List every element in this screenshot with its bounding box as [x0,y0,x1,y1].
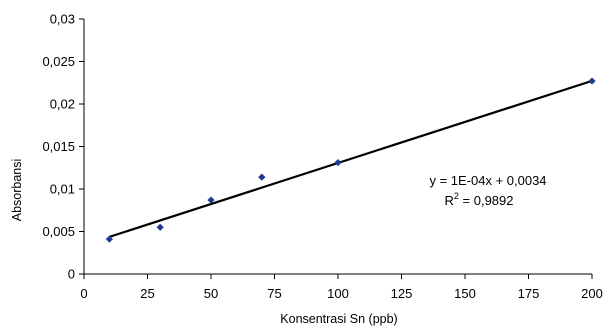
x-tick-label: 75 [267,286,281,301]
y-tick-label: 0,015 [42,139,75,154]
x-tick-label: 100 [327,286,349,301]
data-point [588,77,596,85]
x-tick-label: 0 [80,286,87,301]
axes [83,19,592,275]
x-tick-label: 125 [391,286,413,301]
x-tick-label: 25 [140,286,154,301]
data-point [334,159,342,167]
r-squared-superscript: 2 [454,191,459,201]
y-tick-label: 0,01 [50,182,75,197]
data-points [105,77,596,243]
x-axis-title: Konsentrasi Sn (ppb) [280,312,397,326]
y-tick-label: 0,005 [42,224,75,239]
trendline [109,79,593,238]
y-tick-label: 0,025 [42,54,75,69]
r-squared-value: = 0,9892 [459,193,514,208]
r-squared-label: R2 = 0,9892 [445,191,514,208]
data-point [207,196,215,204]
data-point [105,235,113,243]
y-axis-ticks: 0 0,005 0,01 0,015 0,02 0,025 0,03 [42,12,84,282]
data-point [156,223,164,231]
regression-equation: y = 1E-04x + 0,0034 [429,173,546,188]
trendline-group [109,79,593,238]
x-tick-label: 200 [581,286,603,301]
x-tick-label: 150 [454,286,476,301]
data-point [258,173,266,181]
r-squared-letter: R [445,193,454,208]
x-axis-ticks: 0 25 50 75 100 125 150 175 200 [80,274,603,301]
y-axis-title: Absorbansi [10,159,24,222]
x-tick-label: 175 [518,286,540,301]
y-tick-label: 0 [68,267,75,282]
y-tick-label: 0,02 [50,97,75,112]
x-tick-label: 50 [204,286,218,301]
y-tick-label: 0,03 [50,12,75,27]
